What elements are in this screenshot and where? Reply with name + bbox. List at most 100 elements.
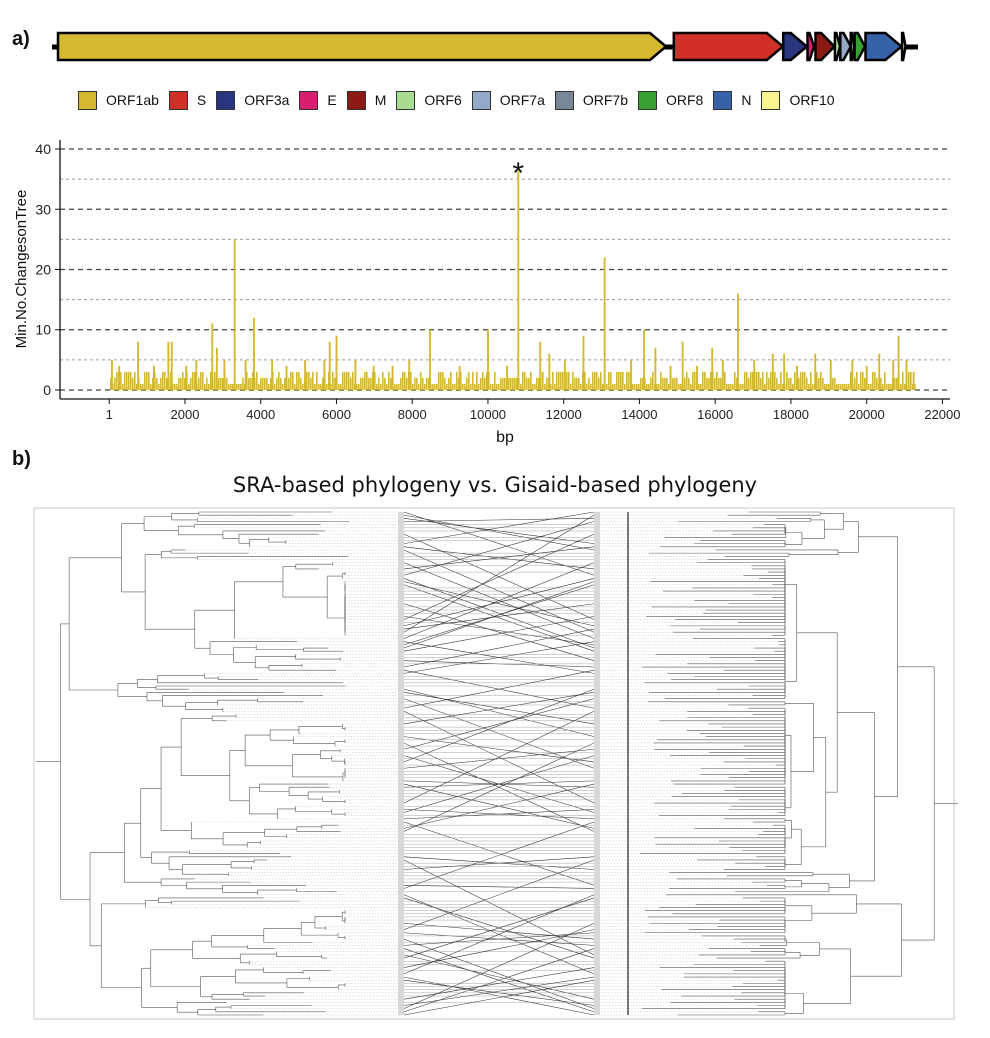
legend-item-orf10: ORF10 (761, 90, 835, 110)
bar-background (204, 383, 206, 390)
bar-peak-52 (892, 359, 895, 390)
bar-background (768, 377, 770, 390)
bar-background (882, 383, 884, 390)
legend-swatch (168, 90, 188, 110)
bar-peak-11 (233, 239, 236, 390)
legend-swatch (761, 90, 781, 110)
bar-background (150, 383, 152, 390)
bar-background (550, 383, 552, 390)
bar-peak-15 (285, 365, 288, 390)
bar-background (416, 377, 418, 390)
bar-background (690, 383, 692, 390)
tip-connector (403, 755, 595, 813)
tip-connector (403, 581, 595, 649)
bar-background (894, 377, 896, 390)
tip-connector (403, 711, 595, 804)
bar-background (782, 383, 784, 390)
bar-background (658, 383, 660, 390)
bar-background (134, 371, 136, 390)
gene-arrow-m (814, 31, 837, 62)
x-tick-label: 16000 (697, 407, 733, 422)
bar-background (422, 377, 424, 390)
bar-background (718, 377, 720, 390)
bar-background (476, 371, 478, 390)
bar-background (226, 377, 228, 390)
bar-background (680, 383, 682, 390)
bar-background (678, 383, 680, 390)
bar-background (554, 383, 556, 390)
bar-background (618, 371, 620, 390)
bar-background (764, 383, 766, 390)
bar-background (524, 371, 526, 390)
bar-background (794, 371, 796, 390)
bar-background (260, 377, 262, 390)
bar-background (382, 371, 384, 390)
tip-connector (403, 578, 595, 627)
bar-background (474, 383, 476, 390)
bar-background (302, 383, 304, 390)
bar-peak-7 (195, 359, 198, 390)
tip-connector (403, 581, 595, 627)
bar-background (742, 383, 744, 390)
bar-peak-38 (681, 341, 684, 390)
bar-background (132, 377, 134, 390)
bar-background (110, 377, 112, 390)
bar-background (206, 377, 208, 390)
bar-background (414, 377, 416, 390)
bar-background (616, 371, 618, 390)
bar-background (402, 371, 404, 390)
tip-connector (403, 736, 595, 763)
tip-connector (403, 616, 595, 646)
bar-background (808, 383, 810, 390)
bar-peak-4 (167, 341, 170, 390)
legend-item-m: M (346, 90, 386, 110)
bar-background (528, 377, 530, 390)
bar-background (180, 377, 182, 390)
bar-background (598, 377, 600, 390)
bar-background (322, 377, 324, 390)
bar-background (276, 377, 278, 390)
bar-background (684, 377, 686, 390)
bar-background (288, 377, 290, 390)
left-tip-label-band (398, 512, 404, 1015)
bar-peak-19 (335, 335, 338, 390)
bar-background (774, 371, 776, 390)
bar-peak-45 (783, 353, 786, 390)
bar-background (174, 383, 176, 390)
bar-background (334, 377, 336, 390)
bar-background (860, 371, 862, 390)
bar-background (480, 377, 482, 390)
bar-background (734, 371, 736, 390)
bar-background (230, 383, 232, 390)
bar-peak-54 (905, 359, 908, 390)
x-tick-label: 14000 (621, 407, 657, 422)
bar-background (720, 377, 722, 390)
tip-connector (403, 938, 595, 1009)
legend-swatch (299, 90, 319, 110)
bar-peak-6 (185, 365, 188, 390)
bar-background (704, 371, 706, 390)
bar-background (612, 383, 614, 390)
bar-background (380, 383, 382, 390)
x-tick-label: 20000 (849, 407, 885, 422)
bar-background (364, 371, 366, 390)
bar-background (242, 377, 244, 390)
bar-background (798, 377, 800, 390)
bar-background (378, 377, 380, 390)
bar-peak-8 (211, 323, 214, 390)
bar-background (572, 371, 574, 390)
bar-background (786, 371, 788, 390)
bar-peak-0 (110, 359, 113, 390)
bar-background (482, 371, 484, 390)
bar-peak-18 (328, 341, 331, 390)
bar-background (128, 371, 130, 390)
bar-background (750, 371, 752, 390)
gene-arrow-orf7a (839, 31, 853, 62)
legend-swatch (554, 90, 574, 110)
bar-background (578, 377, 580, 390)
bar-background (646, 383, 648, 390)
legend-item-orf8: ORF8 (638, 90, 703, 110)
tip-connector (403, 584, 595, 652)
bar-background (214, 371, 216, 390)
bar-background (232, 383, 234, 390)
